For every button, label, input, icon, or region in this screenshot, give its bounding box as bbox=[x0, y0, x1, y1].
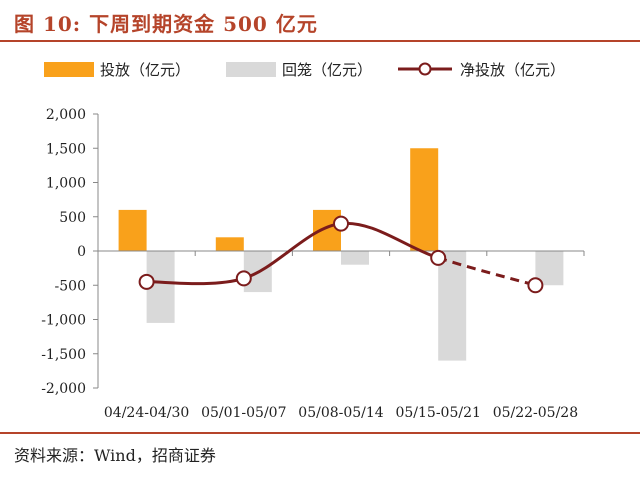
net-point bbox=[138, 273, 155, 290]
source-note: 资料来源：Wind，招商证券 bbox=[14, 446, 216, 465]
legend-label-withdraw: 回笼（亿元） bbox=[282, 60, 373, 79]
bar-inject bbox=[118, 209, 147, 251]
x-tick-label: 05/15-05/21 bbox=[395, 405, 480, 421]
y-tick-label: 1,500 bbox=[46, 141, 86, 157]
net-point bbox=[235, 270, 252, 287]
legend-swatch-withdraw bbox=[226, 61, 276, 77]
legend: 投放（亿元） 回笼（亿元） 净投放（亿元） bbox=[0, 56, 640, 82]
bar-withdraw bbox=[438, 251, 467, 361]
title-bar: 图 10: 下周到期资金 500 亿元 bbox=[0, 0, 640, 40]
bar-inject bbox=[410, 148, 439, 251]
chart-plot: 2,000 1,500 1,000 500 0 -500 -1,000 -1,500 -2,00… bbox=[41, 107, 585, 421]
y-tick-label: -2,000 bbox=[41, 381, 86, 397]
legend-item-inject: 投放（亿元） bbox=[44, 56, 190, 82]
y-tick-label: -500 bbox=[55, 278, 86, 294]
chart-title: 图 10: 下周到期资金 500 亿元 bbox=[14, 12, 318, 36]
title-divider bbox=[0, 40, 640, 42]
y-tick-label: -1,000 bbox=[41, 313, 86, 329]
x-tick-label: 05/22-05/28 bbox=[493, 405, 578, 421]
x-tick-label: 05/01-05/07 bbox=[201, 405, 286, 421]
net-line-segment bbox=[340, 221, 439, 260]
y-tick-label: -1,500 bbox=[41, 347, 86, 363]
net-line-segment bbox=[243, 222, 342, 280]
legend-label-inject: 投放（亿元） bbox=[100, 60, 191, 79]
bar-inject bbox=[215, 237, 244, 251]
legend-label-net: 净投放（亿元） bbox=[460, 60, 566, 79]
legend-swatch-inject bbox=[44, 61, 94, 77]
legend-item-net: 净投放（亿元） bbox=[396, 56, 565, 82]
net-point bbox=[333, 215, 349, 232]
x-tick-label: 05/08-05/14 bbox=[298, 405, 384, 421]
legend-item-withdraw: 回笼（亿元） bbox=[226, 56, 372, 82]
y-tick-label: 2,000 bbox=[46, 107, 86, 123]
x-tick-label: 04/24-04/30 bbox=[104, 405, 189, 421]
source-divider bbox=[0, 432, 640, 434]
bar-withdraw bbox=[341, 251, 369, 265]
y-tick-label: 1,000 bbox=[46, 176, 86, 192]
y-tick-label: 0 bbox=[77, 244, 86, 260]
net-point bbox=[430, 249, 447, 266]
net-point bbox=[527, 277, 544, 294]
legend-swatch-net bbox=[398, 62, 452, 76]
y-tick-label: 500 bbox=[59, 210, 86, 226]
